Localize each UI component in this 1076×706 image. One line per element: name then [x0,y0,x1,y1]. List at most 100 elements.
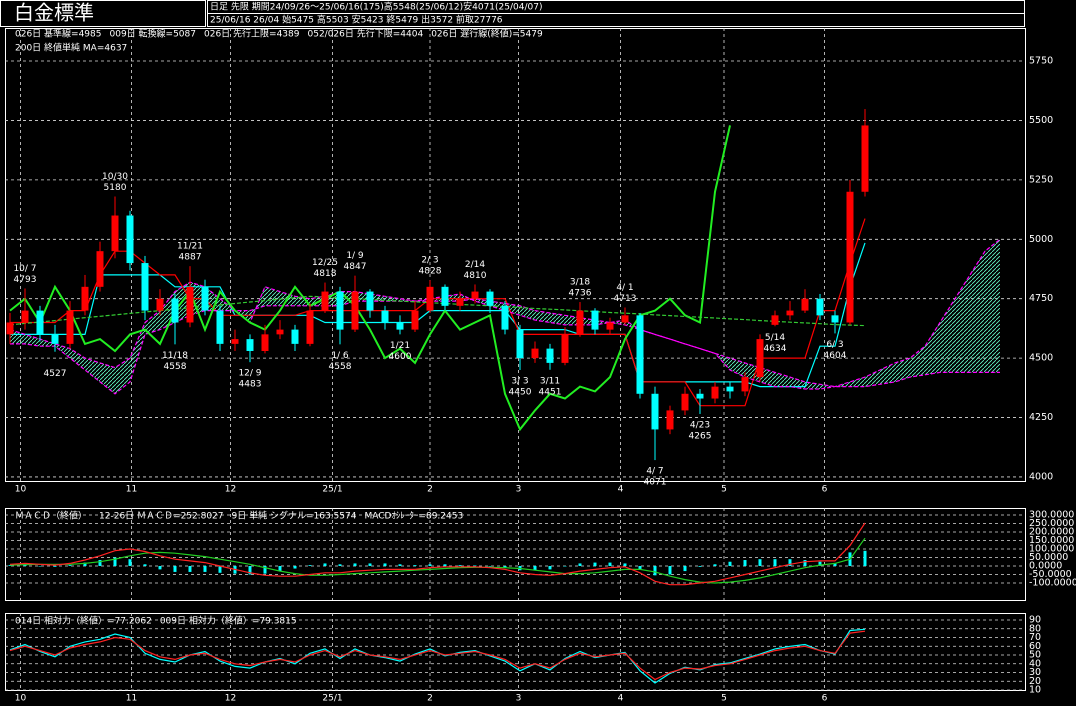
candle-body [276,329,284,335]
candle-body [666,410,674,430]
y-tick-label: 4750 [1029,293,1053,304]
legend-entry: 026日 基準線=4985 [15,28,102,40]
candle-body [216,310,224,344]
y-tick-label: 5000 [1029,234,1053,245]
histogram-bar [158,565,162,570]
histogram-bar [218,565,222,573]
legend-entry: 026日 遅行線(終値)=5479 [431,28,543,40]
series-line [9,522,866,586]
candle-body [411,310,419,330]
candle-body [786,310,794,316]
candle-body [456,298,464,306]
low-date: 11/18 [162,351,188,361]
histogram-bar [143,564,147,566]
histogram-bar [68,565,72,566]
panel-border [5,28,1026,482]
candle-body [111,215,119,252]
x-tick-label: 4 [618,485,624,495]
legend-entry: 200日 終値単純 MA=4637 [15,42,127,54]
histogram-bar [803,560,807,566]
histogram-bar [623,563,627,566]
high-value: 4887 [179,253,202,263]
candle-body [306,310,314,344]
candle-body [636,315,644,394]
low-value: 4558 [329,362,352,372]
histogram-bar [203,565,207,572]
histogram-bar [38,565,42,567]
x-tick-label: 25/1 [322,694,342,704]
x-tick-label: 12 [225,694,236,704]
candle-body [381,310,389,323]
low-value: 4604 [824,351,847,361]
y-tick-label: 70 [1029,632,1041,643]
histogram-bar [398,564,402,566]
legend-entry: 009日 転換線=5087 [110,28,197,40]
y-tick-label: 300.0000 [1029,509,1074,520]
legend-entry: 052/026日 先行下限=4404 [308,28,424,40]
low-date: 3/11 [540,376,560,386]
candle-body [36,310,44,335]
y-tick-label: -50.0000 [1029,569,1072,580]
x-tick-label: 5 [721,694,727,704]
low-value: 4071 [644,478,667,488]
low-date: 1/ 6 [331,351,349,361]
candle-body [351,291,359,330]
histogram-bar [308,565,312,566]
candle-body [726,386,734,392]
histogram-bar [338,564,342,566]
histogram-bar [443,564,447,566]
histogram-bar [548,565,552,570]
low-value: 4558 [164,362,187,372]
legend-entry: MACDｵｼﾚｰﾀｰ=89.2453 [364,511,463,522]
series-line [10,218,866,407]
y-tick-label: 0.0000 [1029,560,1062,571]
high-date: 4/ 1 [616,283,633,293]
histogram-bar [293,565,297,569]
candle-body [801,298,809,311]
cloud [10,239,1000,394]
histogram-bar [188,565,192,572]
candle-body [471,291,479,299]
histogram-bar [668,565,672,575]
y-tick-label: 200.0000 [1029,526,1074,537]
high-value: 4810 [464,271,487,281]
candle-body [141,263,149,311]
candle-body [321,291,329,311]
high-value: 4793 [14,275,37,285]
x-tick-label: 6 [822,694,828,704]
candle-body [366,291,374,311]
high-date: 10/30 [102,172,128,182]
candle-body [816,298,824,316]
high-value: 4818 [314,269,337,279]
y-tick-label: 4000 [1029,471,1053,482]
histogram-bar [593,562,597,566]
high-value: 4847 [344,262,367,272]
high-date: 3/18 [570,278,590,288]
high-value: 5180 [104,183,127,193]
info-line: 25/06/16 26/04 始5475 高5503 安5423 終5479 出… [210,14,503,26]
candle-body [576,310,584,335]
candle-body [51,334,59,344]
candle-body [171,298,179,323]
low-value: 4483 [239,380,262,390]
panel-border [5,613,1026,691]
candle-body [531,348,539,359]
candle-body [396,322,404,330]
x-tick-label: 3 [516,694,522,704]
low-date: 12/ 9 [238,369,261,379]
histogram-bar [788,559,792,566]
candle-body [831,315,839,323]
low-date: 4/23 [690,420,710,430]
x-tick-label: 11 [126,485,137,495]
low-date: 4/ 7 [646,467,663,477]
histogram-bar [773,559,777,566]
panel-title: ＭＡＣＤ（終値） [15,510,87,522]
low-date: 6/ 3 [826,340,843,350]
legend-entry: 12-26日 ＭＡＣＤ=252.8027 [99,511,224,522]
series-line [9,295,866,327]
histogram-bar [818,561,822,566]
candle-body [711,386,719,399]
histogram-bar [473,565,477,566]
y-tick-label: -100.0000 [1029,577,1076,588]
